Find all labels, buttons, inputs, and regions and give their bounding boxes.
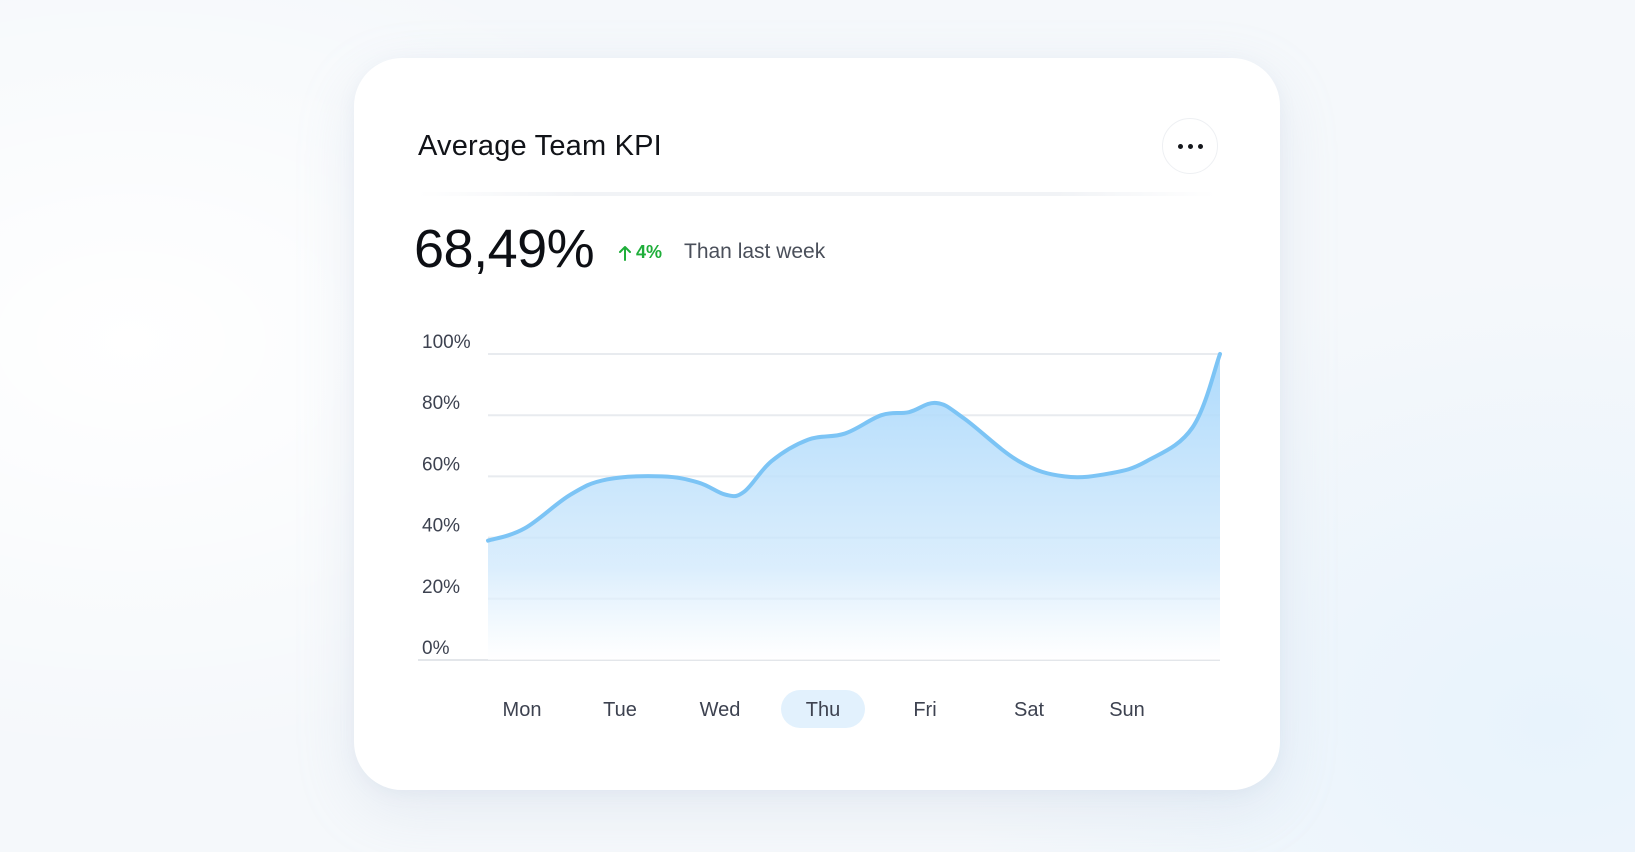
chart-series: [486, 352, 1222, 660]
y-tick-label: 80%: [422, 393, 460, 414]
more-horizontal-icon: [1177, 143, 1183, 149]
kpi-delta-value: 4%: [636, 242, 663, 262]
x-tick-tue[interactable]: Tue: [603, 699, 637, 721]
more-dot: [1187, 143, 1193, 149]
y-tick-label: 100%: [422, 332, 471, 353]
kpi-card: Average Team KPI 68,49% 4% Than last wee…: [354, 58, 1280, 790]
series-area: [488, 354, 1220, 660]
y-tick-label: 40%: [422, 516, 460, 537]
kpi-compare-text: Than last week: [684, 240, 826, 263]
more-options-button[interactable]: [1162, 118, 1218, 174]
arrow-up-icon: [619, 245, 631, 261]
y-tick-label: 20%: [422, 577, 460, 598]
x-tick-label: Sun: [1109, 699, 1145, 721]
kpi-value: 68,49%: [414, 219, 595, 279]
kpi-area-chart: 100% 80% 60% 40% 20% 0% Mon Tue Wed Thu Fri Sat Sun: [418, 332, 1222, 728]
y-axis: 100% 80% 60% 40% 20% 0%: [422, 332, 471, 659]
kpi-delta: 4%: [618, 242, 662, 263]
series-line: [486, 352, 1222, 543]
more-dot: [1197, 143, 1203, 149]
x-tick-label: Tue: [603, 699, 637, 721]
header-divider: [418, 192, 1216, 196]
card-title: Average Team KPI: [418, 130, 662, 162]
y-tick-label: 60%: [422, 454, 460, 475]
x-tick-label: Fri: [913, 699, 936, 721]
x-tick-label: Mon: [503, 699, 542, 721]
x-tick-wed[interactable]: Wed: [700, 699, 741, 721]
selected-day-highlight: [781, 690, 865, 728]
x-tick-fri[interactable]: Fri: [913, 699, 936, 721]
x-tick-mon[interactable]: Mon: [503, 699, 542, 721]
y-tick-label: 0%: [422, 638, 450, 659]
x-tick-sun[interactable]: Sun: [1109, 699, 1145, 721]
x-tick-label: Thu: [806, 699, 840, 721]
x-tick-label: Sat: [1014, 699, 1044, 721]
x-axis: Mon Tue Wed Thu Fri Sat Sun: [503, 690, 1145, 728]
x-tick-label: Wed: [700, 699, 741, 721]
x-tick-sat[interactable]: Sat: [1014, 699, 1044, 721]
x-tick-thu[interactable]: Thu: [781, 690, 865, 728]
